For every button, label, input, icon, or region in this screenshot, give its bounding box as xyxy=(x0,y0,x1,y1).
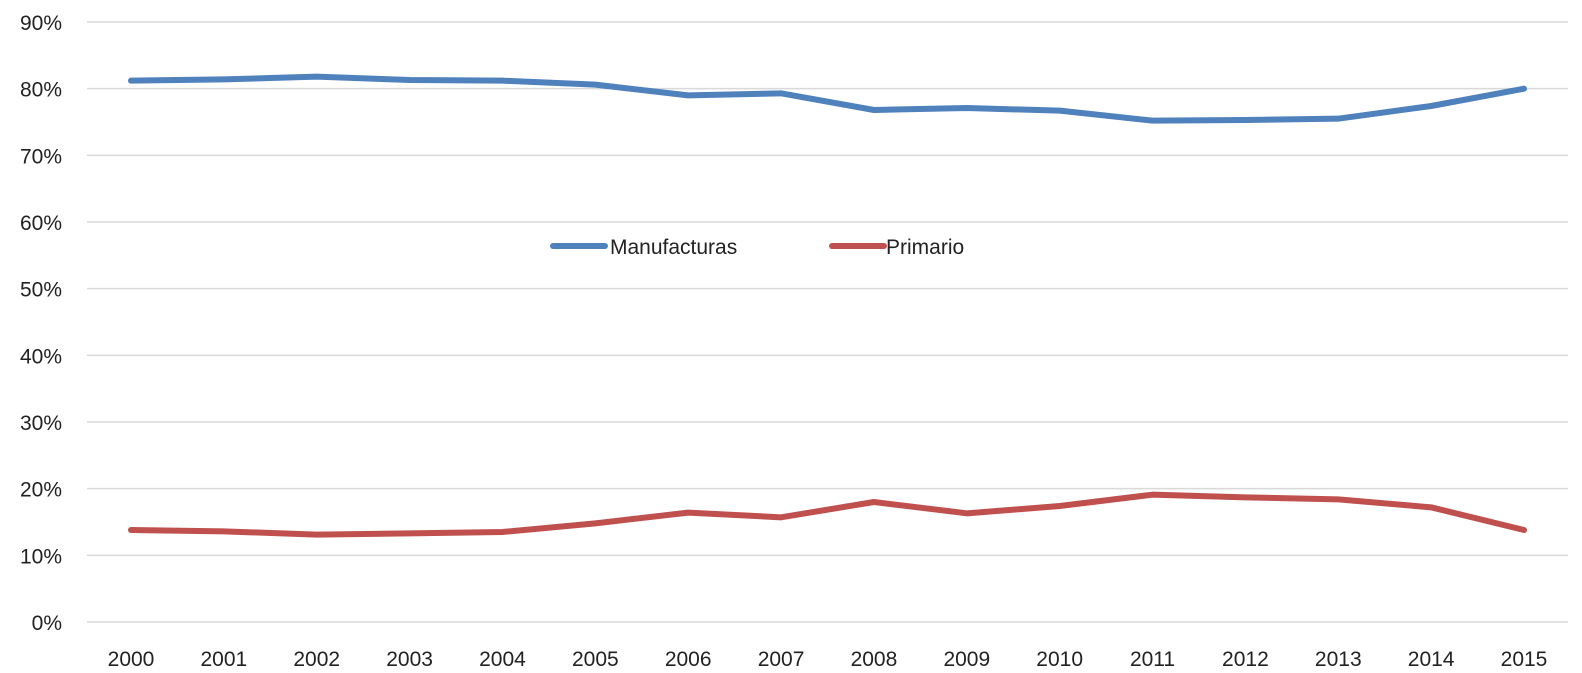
series-line-manufacturas xyxy=(128,73,1527,124)
y-tick-label: 50% xyxy=(20,279,62,302)
y-tick-label: 10% xyxy=(20,545,62,568)
series-line-primario xyxy=(128,491,1527,538)
x-tick-label: 2014 xyxy=(1408,648,1455,671)
y-tick-label: 30% xyxy=(20,412,62,435)
x-tick-label: 2011 xyxy=(1130,648,1175,671)
gridlines xyxy=(87,21,1568,623)
y-tick-label: 90% xyxy=(20,12,62,35)
x-tick-label: 2005 xyxy=(572,648,619,671)
x-tick-label: 2002 xyxy=(293,648,340,671)
x-tick-label: 2001 xyxy=(201,648,248,671)
x-tick-label: 2010 xyxy=(1036,648,1083,671)
legend: Manufacturas Primario xyxy=(550,236,964,259)
x-tick-label: 2007 xyxy=(758,648,805,671)
legend-label-primario: Primario xyxy=(886,236,964,259)
x-tick-label: 2008 xyxy=(851,648,898,671)
y-tick-label: 70% xyxy=(20,145,62,168)
y-tick-label: 0% xyxy=(32,612,62,635)
x-axis: 2000 2001 2002 2003 2004 2005 2006 2007 2008 2009… xyxy=(108,648,1548,671)
y-tick-label: 60% xyxy=(20,212,62,235)
x-tick-label: 2004 xyxy=(479,648,526,671)
x-tick-label: 2006 xyxy=(665,648,712,671)
y-axis: 0% 10% 20% 30% 40% 50% 60% 70% 80% 90% xyxy=(20,12,62,635)
legend-label-manufacturas: Manufacturas xyxy=(610,236,737,259)
y-tick-label: 20% xyxy=(20,479,62,502)
x-tick-label: 2003 xyxy=(386,648,433,671)
series-lines xyxy=(128,73,1527,538)
x-tick-label: 2015 xyxy=(1501,648,1548,671)
x-tick-label: 2009 xyxy=(943,648,990,671)
y-tick-label: 40% xyxy=(20,345,62,368)
y-tick-label: 80% xyxy=(20,79,62,102)
x-tick-label: 2013 xyxy=(1315,648,1362,671)
x-tick-label: 2000 xyxy=(108,648,155,671)
x-tick-label: 2012 xyxy=(1222,648,1269,671)
